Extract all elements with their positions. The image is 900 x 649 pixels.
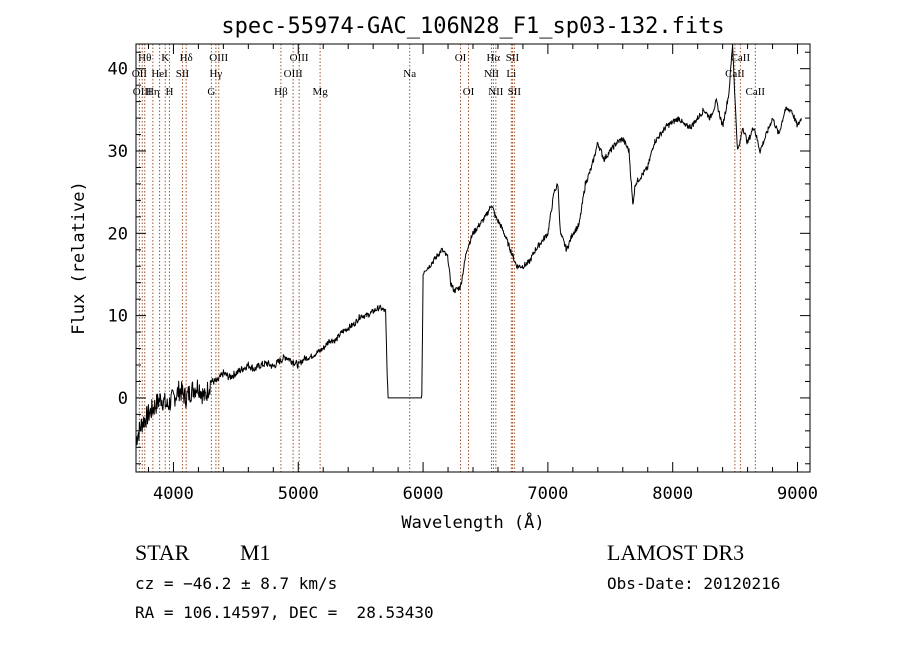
y-axis-label: Flux (relative) [69, 181, 89, 335]
marker-label-22: Li [506, 68, 516, 80]
chart-title: spec-55974-GAC_106N28_F1_sp03-132.fits [221, 14, 724, 39]
marker-label-7: SII [176, 68, 190, 80]
x-tick-label-4: 8000 [652, 484, 693, 504]
marker-label-17: OI [455, 52, 467, 64]
coordinates: RA = 106.14597, DEC = 28.53430 [135, 603, 434, 622]
marker-label-6: H [165, 86, 173, 98]
x-tick-label-5: 9000 [777, 484, 818, 504]
survey-name: LAMOST DR3 [607, 540, 745, 565]
axis-tick-labels: 4000 5000 6000 7000 8000 9000 0 10 20 30 40 [108, 60, 818, 504]
marker-label-8: Hδ [180, 52, 193, 64]
y-tick-label-4: 40 [108, 60, 128, 80]
x-tick-label-2: 6000 [403, 484, 444, 504]
axis-ticks [136, 44, 810, 472]
marker-label-19: NII [484, 68, 500, 80]
marker-label-11: OIII [209, 52, 228, 64]
marker-label-15: Mg [312, 86, 328, 98]
x-tick-label-0: 4000 [153, 484, 194, 504]
line-markers [138, 44, 756, 472]
marker-label-26: CaII [731, 52, 751, 64]
marker-label-3: Hη [146, 86, 160, 98]
marker-label-13: OIII [284, 68, 303, 80]
marker-label-0: OII [132, 68, 148, 80]
y-tick-label-0: 0 [118, 389, 128, 409]
marker-label-1: OIII [133, 86, 152, 98]
marker-label-21: NII [488, 86, 504, 98]
marker-label-24: SII [508, 86, 522, 98]
marker-label-25: CaII [725, 68, 745, 80]
y-tick-label-1: 10 [108, 307, 128, 327]
marker-label-2: Hθ [138, 52, 151, 64]
y-tick-label-2: 20 [108, 224, 128, 244]
x-tick-label-3: 7000 [527, 484, 568, 504]
x-axis-label: Wavelength (Å) [401, 511, 544, 533]
marker-label-14: OIII [290, 52, 309, 64]
observation-date: Obs-Date: 20120216 [607, 574, 781, 593]
marker-label-9: G [207, 86, 215, 98]
plot-frame [135, 43, 811, 473]
object-subclass: M1 [240, 540, 271, 565]
marker-label-5: K [161, 52, 169, 64]
marker-label-16: Na [403, 68, 416, 80]
marker-label-10: Hγ [209, 68, 222, 80]
spectrum-line [135, 44, 802, 446]
spectrum-series [135, 44, 802, 446]
x-tick-label-1: 5000 [278, 484, 319, 504]
marker-label-12: Hβ [274, 86, 288, 98]
marker-label-27: CaII [746, 86, 766, 98]
marker-label-23: SII [506, 52, 520, 64]
object-class: STAR [135, 540, 190, 565]
y-tick-label-3: 30 [108, 142, 128, 162]
line-marker-labels: OIIOIIIHθHηHeIKHSIIHδGHγOIIIHβOIIIOIIIMg… [132, 52, 766, 98]
marker-label-4: HeI [151, 68, 168, 80]
marker-label-20: Hα [486, 52, 500, 64]
marker-label-18: OI [463, 86, 475, 98]
redshift-velocity: cz = −46.2 ± 8.7 km/s [135, 574, 338, 593]
